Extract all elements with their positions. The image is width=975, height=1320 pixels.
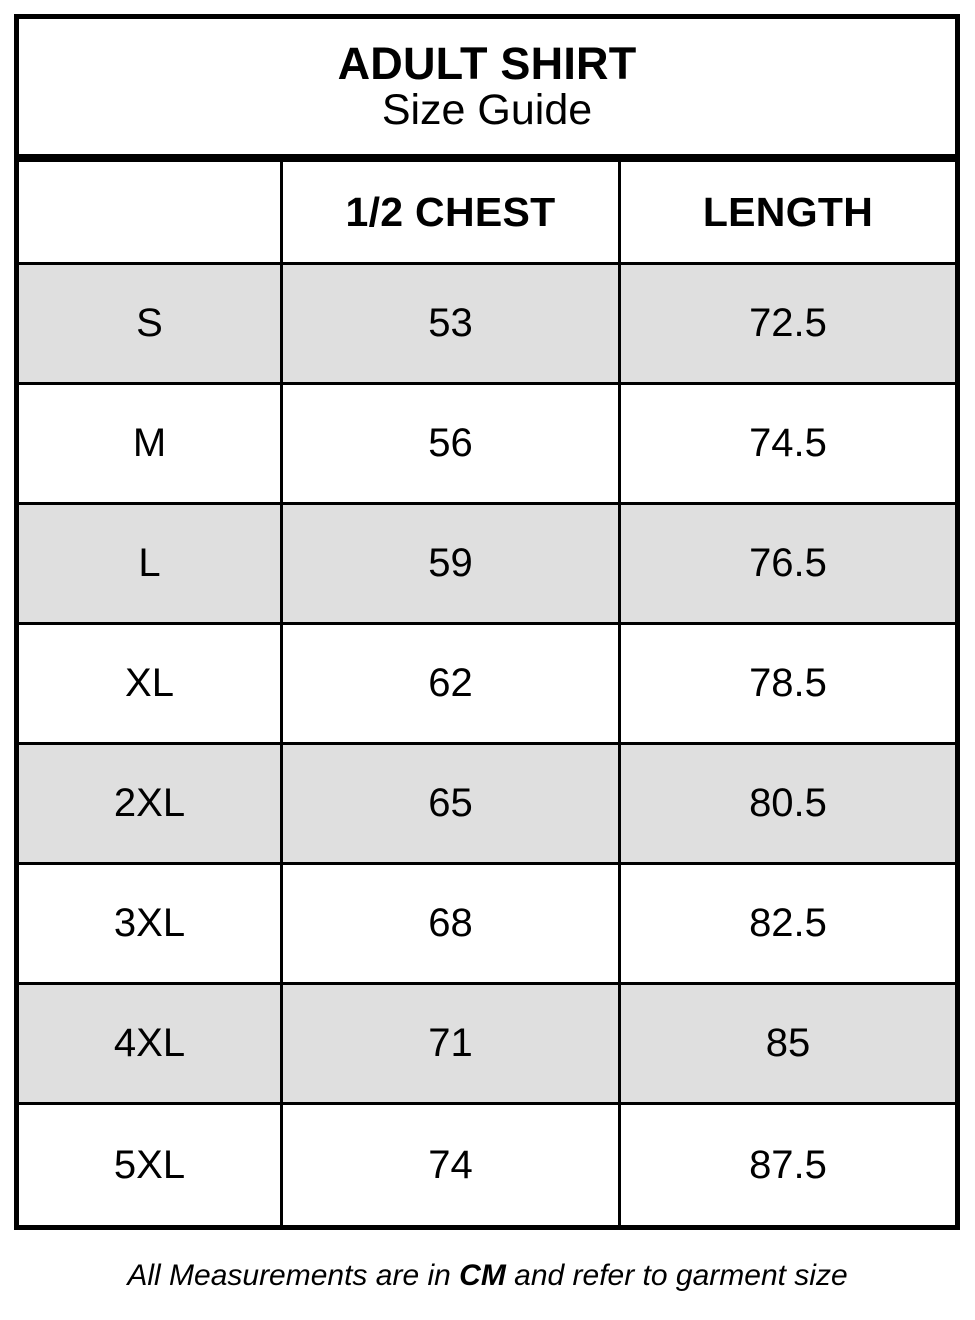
- value-length: 80.5: [749, 781, 827, 825]
- cell-chest: 71: [283, 985, 621, 1102]
- cell-size: 4XL: [19, 985, 283, 1102]
- value-size: 5XL: [113, 1142, 186, 1187]
- value-size: 4XL: [113, 1021, 186, 1065]
- table-row: L 59 76.5: [19, 505, 955, 625]
- note-text-after: and refer to garment size: [505, 1259, 848, 1292]
- table-row: XL 62 78.5: [19, 625, 955, 745]
- header-label-chest: 1/2 CHEST: [345, 188, 556, 235]
- cell-length: 87.5: [621, 1105, 955, 1225]
- value-length: 78.5: [749, 661, 827, 705]
- header-label-length: LENGTH: [702, 188, 874, 235]
- cell-chest: 68: [283, 865, 621, 982]
- value-chest: 71: [428, 1021, 473, 1065]
- page-subtitle: Size Guide: [381, 86, 593, 135]
- value-length: 74.5: [749, 421, 827, 465]
- cell-size: XL: [19, 625, 283, 742]
- value-size: M: [132, 421, 167, 465]
- size-guide-table: ADULT SHIRT Size Guide 1/2 CHEST LENGTH …: [14, 14, 960, 1230]
- cell-size: 3XL: [19, 865, 283, 982]
- cell-length: 74.5: [621, 385, 955, 502]
- value-size: 2XL: [113, 781, 186, 825]
- cell-chest: 53: [283, 265, 621, 382]
- page-title: ADULT SHIRT: [337, 38, 637, 90]
- cell-size: 2XL: [19, 745, 283, 862]
- table-row: M 56 74.5: [19, 385, 955, 505]
- table-row: 3XL 68 82.5: [19, 865, 955, 985]
- value-chest: 62: [428, 661, 473, 705]
- table-header-row: 1/2 CHEST LENGTH: [19, 162, 955, 265]
- cell-length: 85: [621, 985, 955, 1102]
- cell-size: 5XL: [19, 1105, 283, 1225]
- cell-length: 82.5: [621, 865, 955, 982]
- table-row: S 53 72.5: [19, 265, 955, 385]
- header-cell-chest: 1/2 CHEST: [283, 162, 621, 262]
- header-cell-length: LENGTH: [621, 162, 955, 262]
- cell-length: 78.5: [621, 625, 955, 742]
- table-row: 4XL 71 85: [19, 985, 955, 1105]
- cell-chest: 59: [283, 505, 621, 622]
- value-chest: 59: [428, 541, 473, 585]
- title-block: ADULT SHIRT Size Guide: [19, 19, 955, 162]
- value-size: XL: [125, 661, 174, 705]
- note-text-before: All Measurements are in: [127, 1259, 460, 1292]
- value-size: L: [138, 541, 161, 585]
- note-unit: CM: [459, 1259, 506, 1292]
- cell-chest: 65: [283, 745, 621, 862]
- value-size: S: [136, 301, 163, 345]
- value-chest: 53: [428, 301, 473, 345]
- cell-chest: 56: [283, 385, 621, 502]
- value-chest: 68: [428, 901, 473, 945]
- cell-chest: 62: [283, 625, 621, 742]
- measurement-grid: 1/2 CHEST LENGTH S 53 72.5 M: [19, 162, 955, 1225]
- table-row: 5XL 74 87.5: [19, 1105, 955, 1225]
- value-length: 72.5: [749, 301, 827, 345]
- value-chest: 56: [428, 421, 473, 465]
- header-cell-size: [19, 162, 283, 262]
- cell-length: 80.5: [621, 745, 955, 862]
- value-length: 82.5: [749, 901, 827, 945]
- cell-size: M: [19, 385, 283, 502]
- cell-chest: 74: [283, 1105, 621, 1225]
- value-length: 85: [765, 1021, 811, 1065]
- cell-size: S: [19, 265, 283, 382]
- cell-length: 76.5: [621, 505, 955, 622]
- table-row: 2XL 65 80.5: [19, 745, 955, 865]
- value-chest: 65: [428, 781, 473, 825]
- value-length: 76.5: [749, 541, 827, 585]
- cell-size: L: [19, 505, 283, 622]
- value-length: 87.5: [749, 1142, 827, 1187]
- value-size: 3XL: [113, 901, 186, 945]
- value-chest: 74: [428, 1142, 473, 1187]
- cell-length: 72.5: [621, 265, 955, 382]
- measurement-note: All Measurements are in CM and refer to …: [0, 1258, 975, 1294]
